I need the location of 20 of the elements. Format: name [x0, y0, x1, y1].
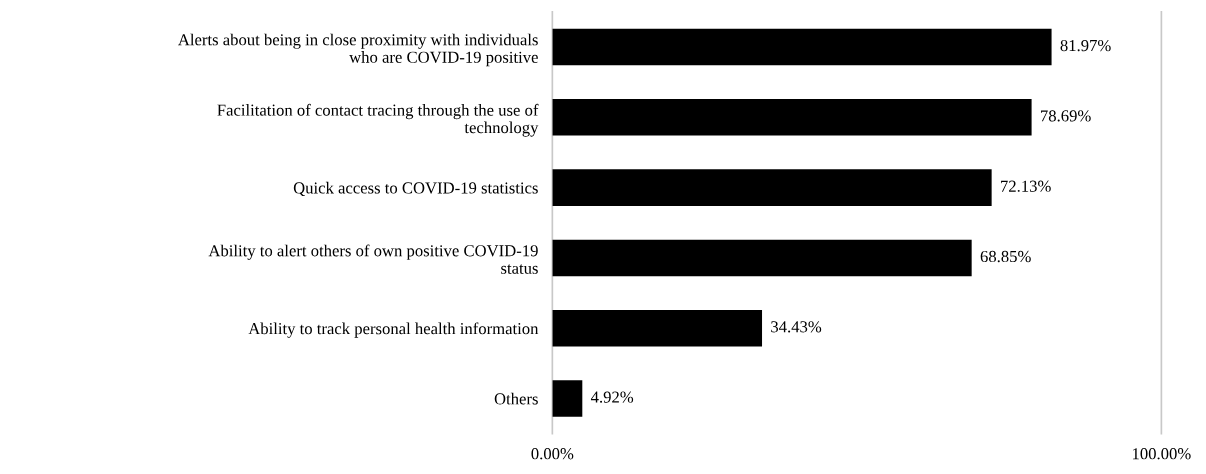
- data-label: 34.43%: [771, 321, 822, 333]
- y-tick-label: Ability to track personal health information: [248, 322, 539, 338]
- x-tick-label: 100.00%: [1132, 448, 1191, 460]
- data-label: 72.13%: [1001, 180, 1051, 192]
- data-label: 81.97%: [1060, 39, 1111, 52]
- bar: [552, 169, 992, 206]
- bar: [552, 99, 1032, 136]
- data-label: 78.69%: [1041, 110, 1091, 122]
- y-tick-label: Ability to alert others of own positive COVID-19 status: [208, 244, 538, 274]
- bar: [552, 239, 972, 277]
- bar: [552, 309, 763, 347]
- x-tick-label: 0.00%: [531, 448, 574, 460]
- y-tick-label: Others: [494, 392, 538, 405]
- y-tick-label: Facilitation of contact tracing through the use of technology: [217, 103, 539, 137]
- bar: [552, 28, 1052, 66]
- y-tick-label: Quick access to COVID-19 statistics: [293, 181, 538, 197]
- data-label: 4.92%: [590, 391, 634, 403]
- data-label: 68.85%: [980, 250, 1031, 263]
- bar: [552, 380, 583, 417]
- y-tick-label: Alerts about being in close proximity with individuals who are COVID-19 positive: [178, 33, 538, 67]
